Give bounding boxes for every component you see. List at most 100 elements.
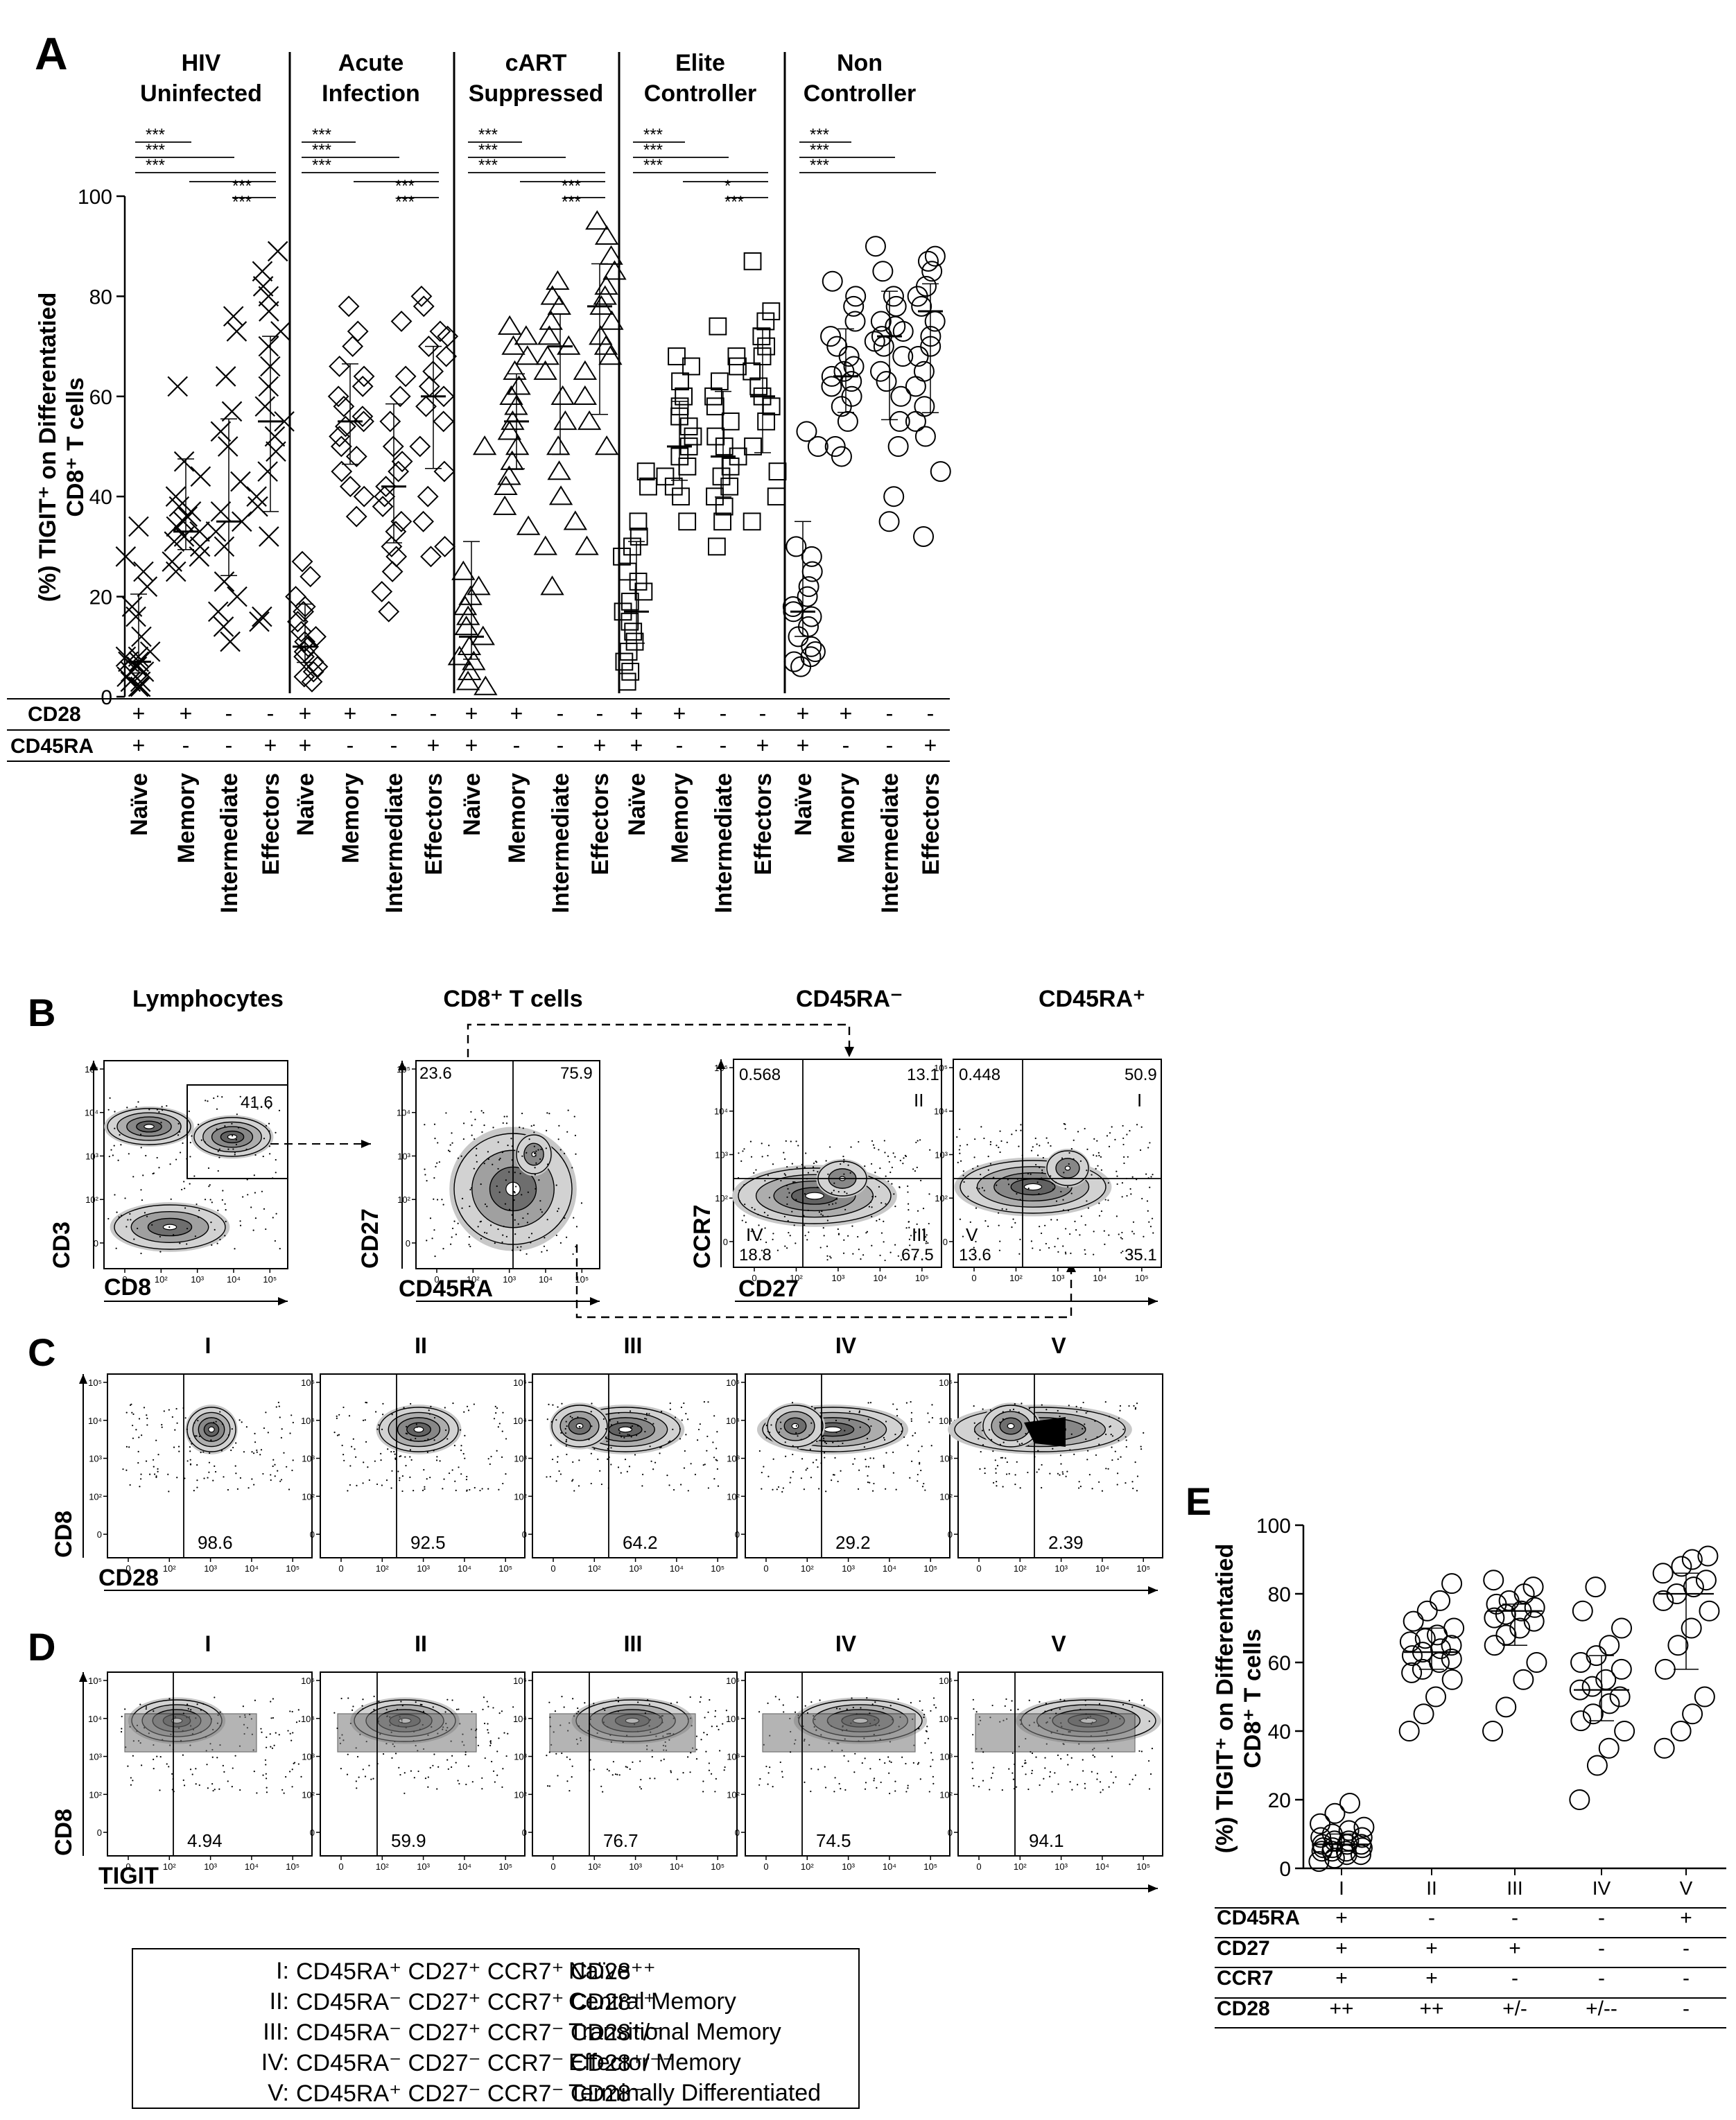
event-dot — [548, 1403, 550, 1405]
event-dot — [235, 1138, 237, 1141]
event-dot — [114, 1194, 116, 1196]
event-dot — [1021, 1765, 1023, 1768]
panel-label-b: B — [28, 991, 55, 1034]
event-dot — [565, 1445, 567, 1447]
event-dot — [1146, 1200, 1149, 1202]
event-dot — [804, 1781, 806, 1783]
event-dot — [789, 1235, 791, 1237]
event-dot — [490, 1455, 492, 1458]
event-dot — [543, 1245, 546, 1247]
event-dot — [351, 1709, 354, 1711]
event-dot — [687, 1490, 689, 1492]
event-dot — [125, 1226, 128, 1228]
event-dot — [1108, 1786, 1110, 1788]
event-dot — [275, 1406, 277, 1408]
event-dot — [991, 1704, 993, 1707]
event-dot — [1086, 1170, 1088, 1172]
circle-point — [1522, 1576, 1544, 1598]
circle-point — [865, 236, 886, 257]
diamond-point — [385, 521, 407, 543]
y-tick-label: 10² — [514, 1491, 527, 1502]
event-dot — [198, 1209, 200, 1211]
event-dot — [209, 1199, 211, 1201]
cd28-sign: - — [927, 701, 935, 726]
event-dot — [131, 1411, 133, 1414]
event-dot — [795, 1242, 797, 1244]
event-dot — [234, 1248, 236, 1250]
event-dot — [717, 1485, 720, 1487]
circle-point — [1524, 1597, 1545, 1618]
event-dot — [776, 1418, 779, 1420]
circle-point — [930, 461, 951, 483]
event-dot — [243, 1451, 245, 1453]
event-dot — [141, 1199, 144, 1201]
subset-label: Naïve — [459, 773, 485, 836]
event-dot — [1132, 1221, 1135, 1223]
event-dot — [1070, 1192, 1073, 1194]
subset-label: Memory — [504, 773, 530, 863]
event-dot — [461, 1207, 463, 1209]
y-tick-label: 10⁵ — [939, 1676, 953, 1686]
event-dot — [474, 1486, 476, 1489]
event-dot — [197, 1420, 199, 1422]
event-dot — [670, 1771, 672, 1773]
event-dot — [502, 1234, 504, 1236]
event-dot — [795, 1199, 797, 1201]
event-dot — [924, 1489, 926, 1491]
event-dot — [767, 1475, 770, 1477]
event-dot — [159, 1251, 162, 1253]
event-dot — [470, 1187, 473, 1189]
event-dot — [792, 1445, 794, 1447]
event-dot — [975, 1187, 978, 1189]
event-dot — [262, 1774, 264, 1776]
event-dot — [1073, 1453, 1075, 1455]
marker-sign: + — [1335, 1967, 1348, 1990]
event-dot — [189, 1446, 191, 1448]
ccr7-contour-core — [1064, 1165, 1071, 1171]
cd8-density-contour-core — [227, 1134, 238, 1140]
x-stroke — [137, 576, 158, 597]
event-dot — [761, 1249, 763, 1251]
panel-label-a: A — [35, 28, 68, 79]
square-point — [684, 427, 702, 446]
event-dot — [660, 1411, 663, 1413]
y-tick-label: 10² — [514, 1789, 527, 1800]
event-dot — [887, 1155, 889, 1157]
square-point — [762, 397, 781, 416]
event-dot — [998, 1249, 1001, 1251]
event-dot — [872, 1144, 875, 1146]
diamond-point — [301, 670, 323, 693]
circle-point — [905, 376, 926, 397]
event-dot — [457, 1222, 459, 1224]
diamond-point — [413, 295, 435, 318]
event-dot — [639, 1760, 641, 1762]
event-dot — [253, 1770, 255, 1773]
event-dot — [492, 1163, 494, 1165]
event-dot — [858, 1140, 860, 1143]
event-dot — [591, 1425, 593, 1427]
event-dot — [959, 1152, 961, 1154]
event-dot — [927, 1737, 930, 1739]
event-dot — [557, 1210, 559, 1213]
event-dot — [1125, 1439, 1127, 1441]
circle-point — [917, 250, 939, 272]
y-axis-arrow-head — [89, 1061, 98, 1070]
event-dot — [1091, 1488, 1093, 1490]
x-point — [258, 286, 279, 307]
event-dot — [1121, 1237, 1123, 1240]
panel-label-e: E — [1186, 1479, 1211, 1523]
event-dot — [451, 1227, 454, 1230]
event-dot — [760, 1238, 762, 1240]
event-dot — [826, 1255, 828, 1257]
event-dot — [479, 1489, 481, 1492]
plot-frame — [957, 1373, 1163, 1558]
density-band — [337, 1713, 477, 1753]
event-dot — [1147, 1147, 1149, 1149]
event-dot — [161, 1426, 163, 1428]
event-dot — [171, 1416, 173, 1418]
circle-point — [845, 286, 867, 307]
diamond-point — [429, 320, 451, 342]
group-title: Non — [837, 50, 883, 76]
event-dot — [793, 1224, 795, 1226]
subset-region-label: IV — [746, 1224, 763, 1245]
